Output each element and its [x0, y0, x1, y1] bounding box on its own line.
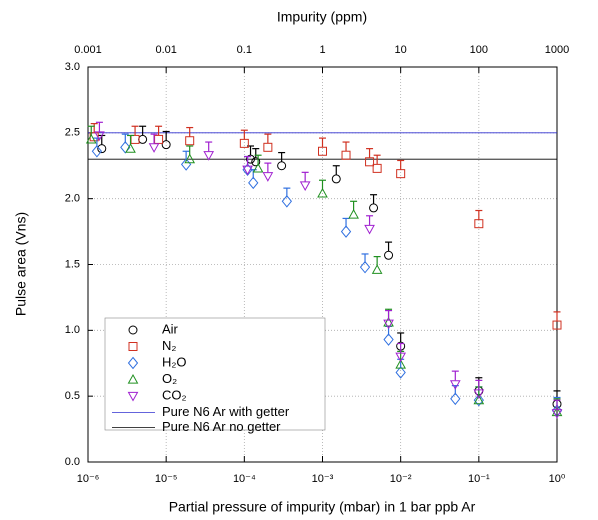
x-tick-label: 10⁻⁶ [77, 473, 100, 485]
marker [473, 393, 484, 407]
x-tick-label: 10⁻¹ [468, 473, 490, 485]
legend-label: Pure N6 Ar no getter [162, 419, 281, 434]
y-tick-label: 2.0 [65, 193, 80, 205]
marker [185, 136, 195, 146]
x2-tick-label: 10 [395, 44, 407, 56]
x2-tick-label: 100 [470, 44, 488, 56]
legend-marker [128, 342, 138, 351]
marker [372, 163, 382, 173]
x-tick-label: 10⁻⁵ [155, 473, 178, 485]
marker [161, 140, 171, 150]
marker [552, 320, 562, 330]
marker [138, 134, 148, 144]
marker [277, 161, 287, 171]
y-tick-label: 0.0 [65, 456, 80, 468]
marker [384, 250, 394, 260]
legend-marker [128, 325, 138, 335]
legend-label: CO₂ [162, 387, 187, 402]
legend-label: O₂ [162, 371, 177, 386]
marker [551, 404, 563, 417]
marker [203, 151, 215, 161]
y-axis-label: Pulse area (Vns) [13, 212, 29, 316]
marker [248, 176, 259, 190]
marker [125, 143, 136, 153]
y-tick-label: 1.5 [65, 258, 80, 270]
marker [395, 352, 407, 363]
marker [474, 219, 484, 229]
legend-label: N₂ [162, 338, 176, 353]
marker [120, 141, 131, 154]
marker [364, 224, 375, 235]
marker [317, 187, 328, 198]
marker [383, 333, 394, 346]
marker [184, 153, 196, 164]
marker [263, 142, 273, 152]
marker [148, 143, 160, 153]
marker [473, 394, 485, 405]
legend-marker [127, 373, 139, 384]
x-tick-label: 10⁻² [390, 473, 412, 485]
y-tick-label: 1.0 [65, 324, 80, 336]
y-tick-label: 3.0 [65, 61, 80, 73]
marker [551, 406, 563, 417]
marker [91, 144, 103, 158]
marker [473, 389, 485, 400]
marker [262, 172, 274, 182]
marker [395, 366, 406, 379]
marker [371, 264, 383, 274]
marker [251, 157, 261, 167]
y-tick-label: 0.5 [65, 390, 80, 402]
marker [551, 409, 563, 419]
legend-label: Pure N6 Ar with getter [162, 404, 290, 419]
marker [154, 134, 164, 144]
legend-marker [127, 356, 139, 370]
marker [318, 146, 327, 156]
x-axis-label: Partial pressure of impurity (mbar) in 1… [169, 499, 476, 515]
marker [85, 133, 97, 144]
marker [348, 208, 359, 219]
marker [246, 154, 256, 164]
marker [383, 316, 394, 327]
marker [94, 131, 105, 141]
x2-tick-label: 0.1 [237, 44, 252, 56]
x-tick-label: 10⁰ [549, 473, 566, 485]
legend-box [104, 317, 326, 431]
x-tick-label: 10⁻³ [312, 473, 334, 485]
marker [242, 165, 253, 176]
x2-tick-label: 1000 [545, 44, 569, 56]
legend-label: H₂O [162, 354, 187, 369]
legend-label: Air [162, 321, 179, 336]
x2-tick-label: 0.01 [155, 44, 176, 56]
marker [359, 260, 371, 274]
marker [299, 181, 311, 192]
marker [369, 203, 379, 213]
marker [450, 392, 461, 406]
marker [383, 319, 394, 330]
marker [252, 162, 264, 173]
marker [130, 134, 140, 144]
marker [331, 174, 341, 184]
x-tick-label: 10⁻⁴ [233, 473, 256, 485]
y-tick-label: 2.5 [65, 127, 80, 139]
marker [340, 225, 352, 238]
x2-tick-label: 0.001 [74, 44, 102, 56]
marker [97, 144, 107, 154]
chart-title: Impurity (ppm) [277, 9, 367, 25]
legend-marker [127, 391, 139, 402]
marker [239, 138, 249, 148]
marker [281, 195, 293, 208]
marker [449, 380, 461, 390]
marker [365, 157, 375, 167]
marker [396, 169, 406, 179]
x2-tick-label: 1 [319, 44, 325, 56]
marker [341, 150, 351, 160]
marker [395, 359, 407, 369]
